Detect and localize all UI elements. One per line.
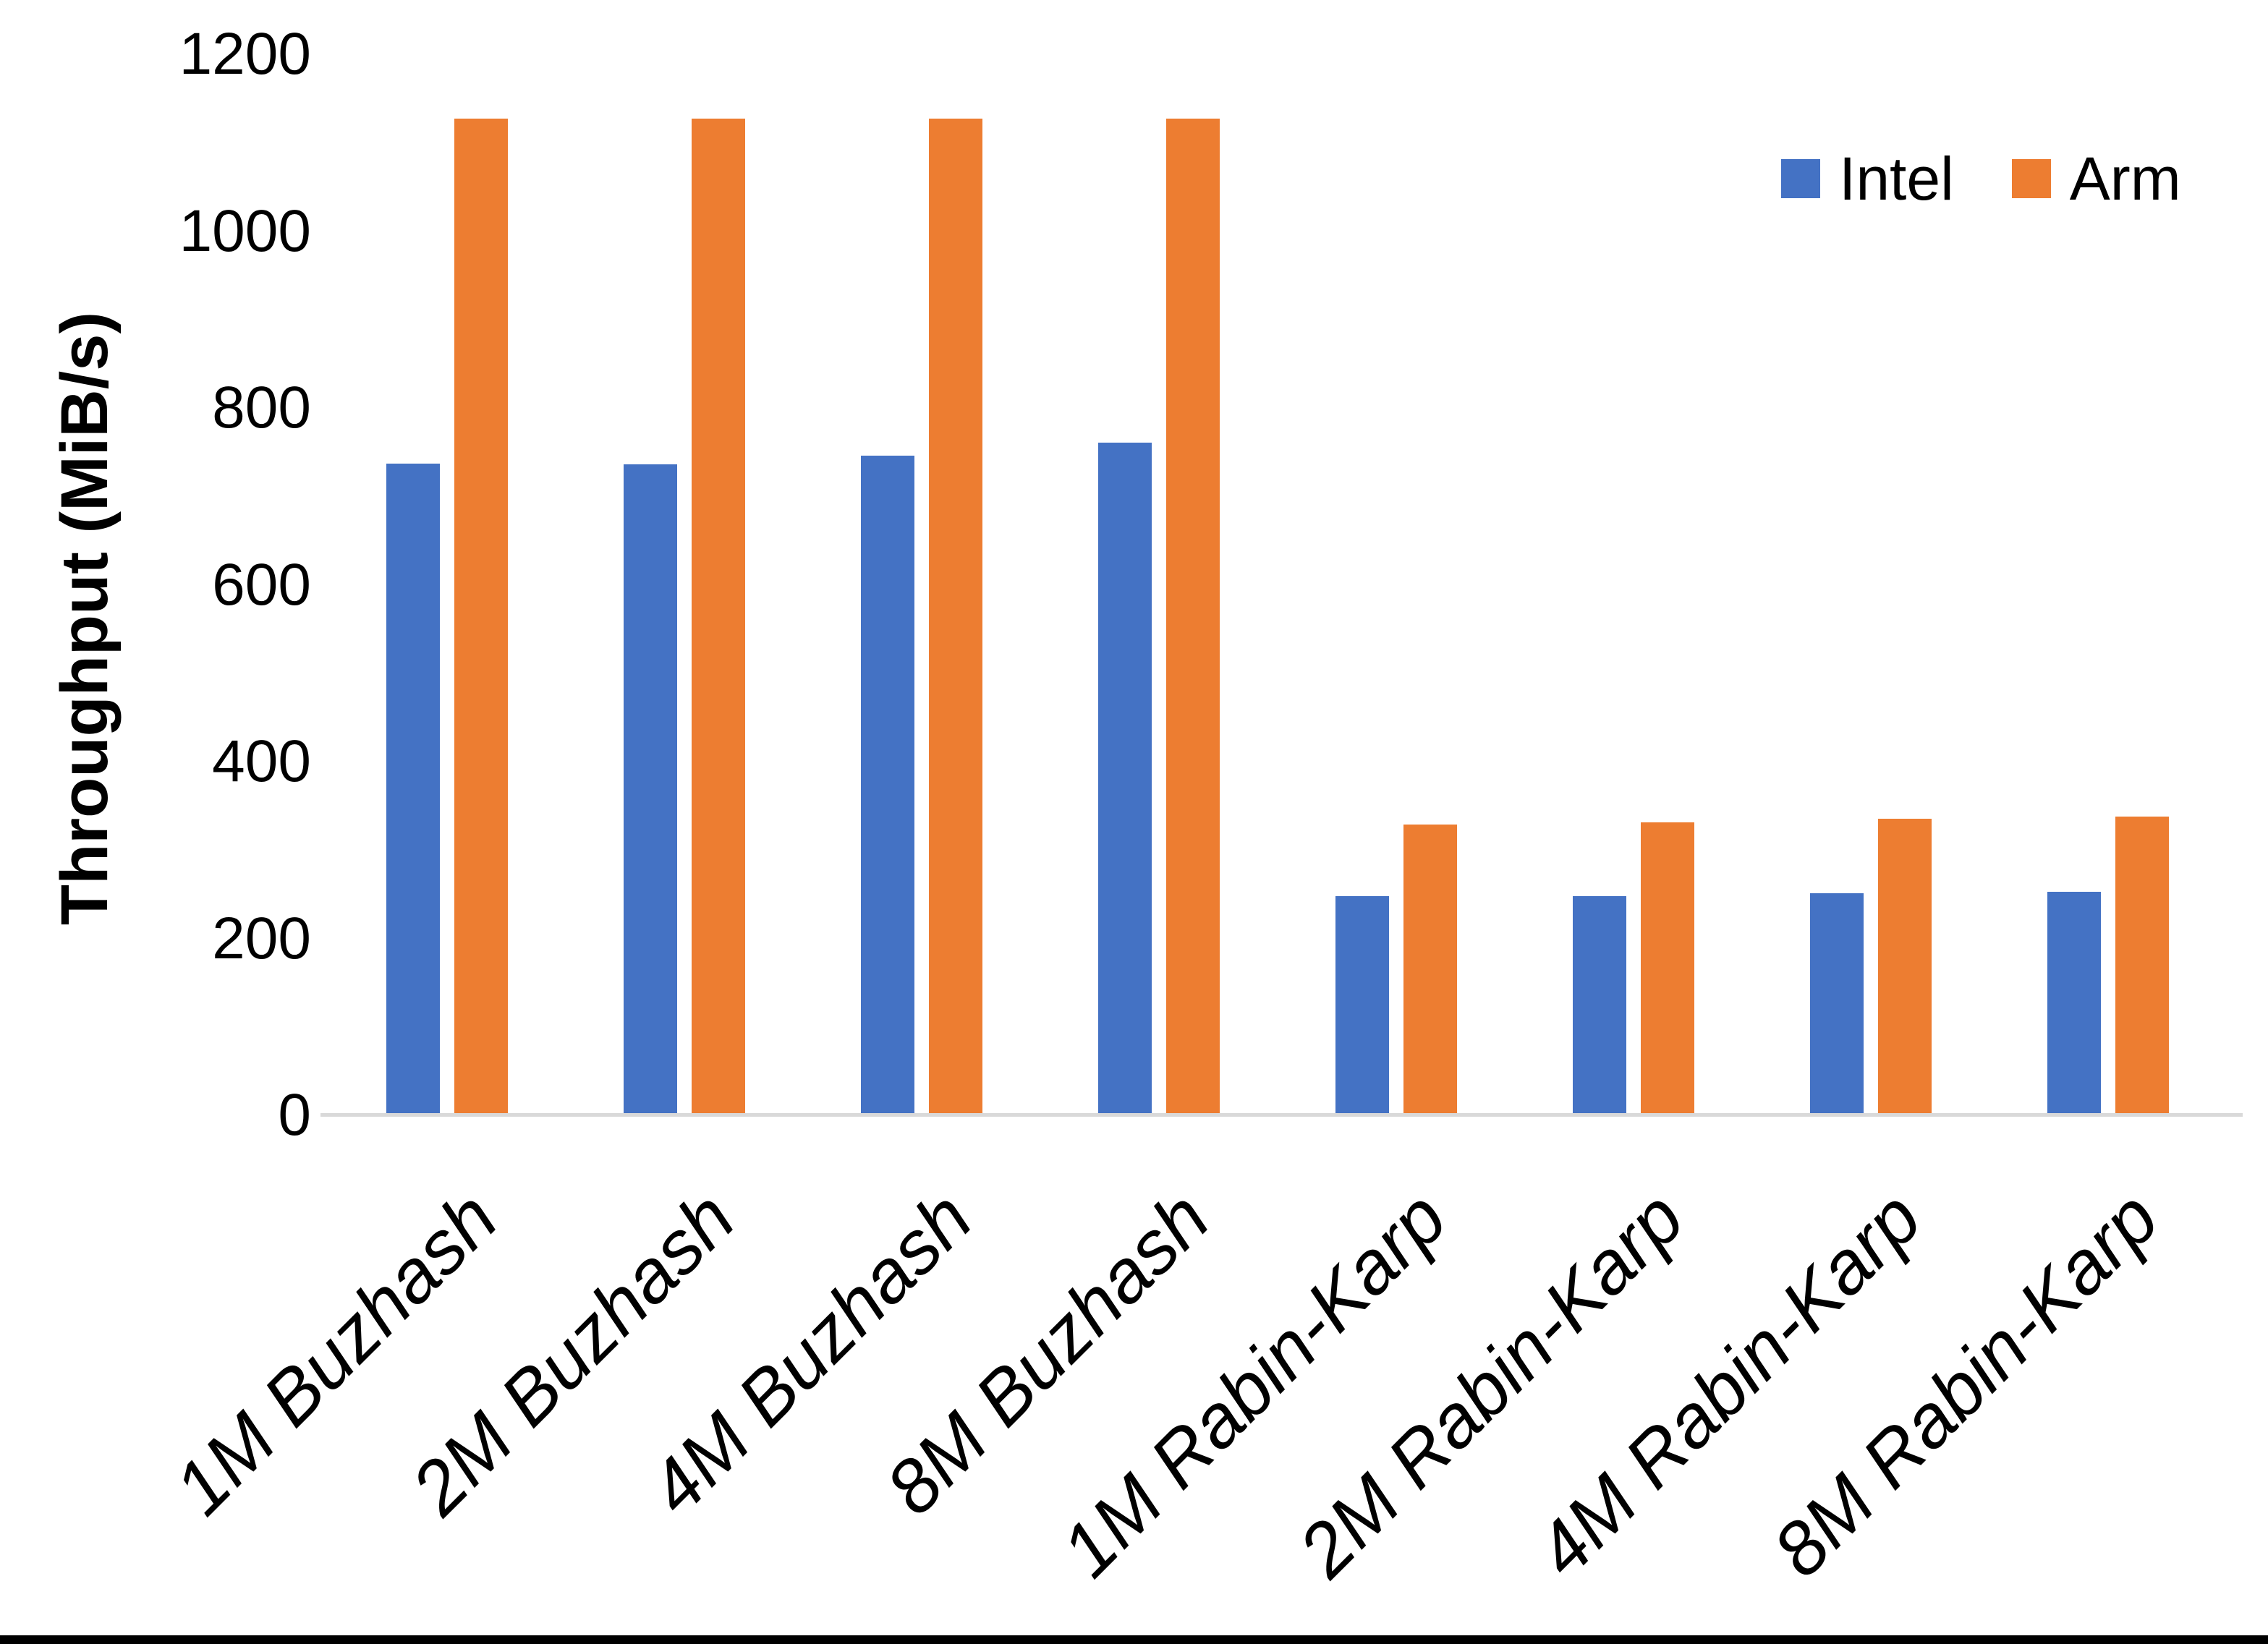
bar-intel-2 [624, 464, 677, 1115]
bar-intel-6 [1573, 896, 1626, 1115]
x-axis-line [320, 1113, 2243, 1117]
bar-arm-7 [1878, 819, 1932, 1115]
plot-area: 1M Buzhash 2M Buzhash 4M Buzhash 8M Buzhash… [158, 54, 2243, 1593]
bar-arm-1 [454, 119, 508, 1115]
bar-intel-8 [2047, 892, 2101, 1115]
y-axis-tick-label: 200 [212, 906, 311, 971]
y-axis-tick-label: 0 [278, 1082, 311, 1148]
bar-arm-4 [1166, 119, 1220, 1115]
bar-intel-4 [1098, 443, 1152, 1115]
y-axis-tick-label: 1200 [179, 21, 311, 87]
bottom-border [0, 1635, 2268, 1644]
legend-swatch-intel [1781, 159, 1820, 198]
y-axis-tick-label: 800 [212, 375, 311, 440]
bar-intel-1 [386, 464, 440, 1115]
y-axis-title: Throughput (MiB/s) [48, 311, 122, 926]
legend-item-arm: Arm [2011, 145, 2181, 213]
bar-intel-7 [1810, 893, 1864, 1115]
bar-arm-8 [2115, 817, 2169, 1115]
y-axis-tick-label: 400 [212, 728, 311, 794]
bar-arm-6 [1641, 822, 1694, 1115]
y-axis-tick-label: 1000 [179, 198, 311, 264]
bar-intel-5 [1335, 896, 1389, 1115]
bar-arm-3 [929, 119, 982, 1115]
bar-arm-5 [1403, 825, 1457, 1115]
legend-item-intel: Intel [1781, 148, 1954, 209]
bar-arm-2 [692, 119, 745, 1115]
bar-intel-3 [861, 456, 914, 1115]
legend-label-arm: Arm [2069, 145, 2181, 213]
legend-swatch-arm [2011, 159, 2051, 198]
legend: Intel Arm [1781, 148, 2181, 209]
y-axis-tick-label: 600 [212, 552, 311, 618]
legend-label-intel: Intel [1839, 145, 1954, 213]
